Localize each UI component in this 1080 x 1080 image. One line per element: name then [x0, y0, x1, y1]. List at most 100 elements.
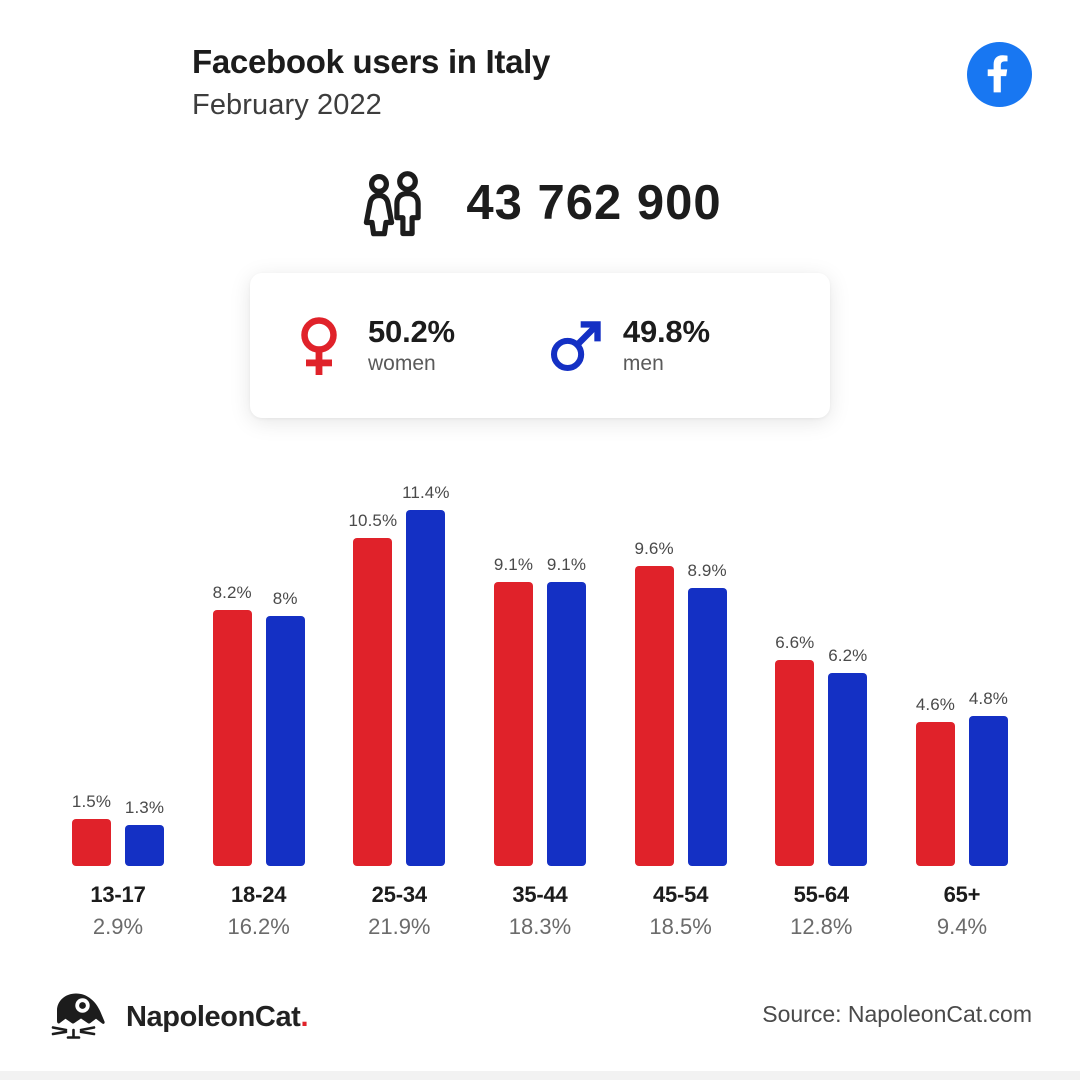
mars-icon	[547, 315, 601, 377]
venus-icon	[292, 315, 346, 377]
axis-total-label: 21.9%	[368, 914, 431, 939]
axis-age-label: 65+	[943, 882, 981, 907]
bar-value-label: 10.5%	[348, 511, 398, 531]
age-gender-bar-chart: 1.5% 1.3% 8.2% 8% 10.5% 11.4% 9.1% 9.1% 9.6% 8.9%…	[48, 460, 1032, 866]
bar-value-label: 11.4%	[402, 483, 450, 503]
bar-rect[interactable]	[493, 582, 533, 866]
axis-group: 65+ 9.4%	[892, 880, 1032, 944]
gender-women-label: women	[368, 351, 436, 375]
bar-rect[interactable]	[634, 566, 674, 866]
gender-men-percent: 49.8%	[622, 313, 710, 349]
napoleoncat-cat-icon	[48, 990, 112, 1044]
bar-value-label: 8.2%	[212, 583, 252, 603]
axis-age-label: 55-64	[793, 882, 849, 907]
total-users-row: 43 762 900	[0, 158, 1080, 248]
bar-group: 9.1% 9.1%	[470, 460, 610, 866]
bar-value-label: 8%	[272, 589, 298, 609]
bar-rect[interactable]	[212, 610, 252, 866]
axis-age-label: 13-17	[90, 882, 146, 907]
bar-women[interactable]: 6.6%	[775, 633, 815, 866]
bar-rect[interactable]	[406, 510, 446, 866]
bar-men[interactable]: 6.2%	[828, 645, 868, 866]
bar-rect[interactable]	[265, 616, 305, 866]
header: Facebook users in Italy February 2022	[0, 0, 1080, 150]
bar-group: 1.5% 1.3%	[48, 460, 188, 866]
axis-age-label: 35-44	[512, 882, 568, 907]
bar-value-label: 4.8%	[968, 689, 1009, 709]
bar-men[interactable]: 4.8%	[969, 689, 1008, 866]
brand-name: NapoleonCat	[126, 1000, 301, 1033]
bar-value-label: 9.1%	[493, 555, 534, 575]
bar-women[interactable]: 8.2%	[213, 583, 252, 866]
axis-total-label: 16.2%	[227, 914, 290, 939]
bar-men[interactable]: 11.4%	[402, 483, 449, 866]
page-title: Facebook users in Italy	[192, 43, 551, 80]
bar-value-label: 9.1%	[546, 555, 587, 575]
axis-total-label: 18.3%	[508, 914, 572, 939]
bottom-strip	[0, 1071, 1080, 1080]
gender-women-block: 50.2% women	[292, 314, 455, 378]
title-block: Facebook users in Italy February 2022	[192, 40, 550, 126]
axis-total-label: 18.5%	[649, 914, 712, 939]
bar-men[interactable]: 8.9%	[688, 561, 727, 866]
bar-value-label: 1.5%	[71, 792, 112, 812]
bar-women[interactable]: 9.6%	[635, 539, 674, 866]
page-subtitle: February 2022	[192, 89, 382, 121]
axis-total-label: 9.4%	[936, 914, 988, 939]
brand-dot: .	[300, 1000, 309, 1033]
people-icon	[358, 167, 430, 239]
gender-women-percent: 50.2%	[368, 313, 455, 349]
flag-band-white	[88, 42, 128, 128]
axis-group: 45-54 18.5%	[611, 880, 751, 944]
flag-band-green	[48, 42, 88, 128]
gender-women-text: 50.2% women	[368, 314, 455, 378]
bar-value-label: 6.6%	[775, 633, 815, 653]
napoleoncat-logo[interactable]: NapoleonCat.	[48, 990, 309, 1044]
bar-women[interactable]: 9.1%	[494, 555, 533, 866]
bar-women[interactable]: 4.6%	[916, 695, 955, 866]
flag-band-red	[128, 42, 168, 128]
bar-group: 6.6% 6.2%	[751, 460, 891, 866]
bar-rect[interactable]	[775, 660, 815, 866]
source-text: Source: NapoleonCat.com	[762, 1001, 1032, 1027]
bar-rect[interactable]	[546, 582, 586, 866]
bar-value-label: 8.9%	[687, 561, 727, 581]
footer: NapoleonCat. Source: NapoleonCat.com	[0, 985, 1080, 1065]
bar-rect[interactable]	[968, 716, 1008, 866]
bar-group: 4.6% 4.8%	[892, 460, 1032, 866]
bar-rect[interactable]	[125, 825, 164, 866]
axis-group: 35-44 18.3%	[470, 880, 610, 944]
gender-split-card: 50.2% women 49.8% men	[250, 273, 830, 418]
axis-age-label: 45-54	[652, 882, 709, 907]
bar-group: 8.2% 8%	[189, 460, 329, 866]
axis-group: 13-17 2.9%	[48, 880, 188, 944]
gender-men-block: 49.8% men	[547, 314, 710, 378]
napoleoncat-wordmark: NapoleonCat.	[126, 1000, 309, 1034]
bar-men[interactable]: 1.3%	[125, 798, 164, 866]
bar-women[interactable]: 1.5%	[72, 792, 111, 866]
chart-x-axis: 13-17 2.9% 18-24 16.2% 25-34 21.9% 35-44 18.3% 4…	[48, 880, 1032, 944]
bar-rect[interactable]	[828, 672, 868, 866]
bar-value-label: 6.2%	[828, 645, 868, 665]
axis-total-label: 12.8%	[790, 914, 853, 939]
gender-men-text: 49.8% men	[623, 314, 710, 378]
bar-men[interactable]: 8%	[265, 589, 305, 866]
total-users-value: 43 762 900	[466, 176, 722, 230]
axis-total-label: 2.9%	[92, 914, 144, 939]
bar-women[interactable]: 10.5%	[348, 511, 397, 866]
bar-value-label: 1.3%	[124, 798, 165, 818]
bar-men[interactable]: 9.1%	[547, 555, 586, 866]
bar-rect[interactable]	[687, 588, 727, 866]
bar-rect[interactable]	[353, 538, 393, 866]
gender-men-label: men	[622, 351, 664, 375]
bar-group: 9.6% 8.9%	[611, 460, 751, 866]
bar-group: 10.5% 11.4%	[329, 460, 469, 866]
axis-age-label: 18-24	[231, 882, 287, 907]
bar-rect[interactable]	[915, 722, 955, 866]
bar-rect[interactable]	[72, 819, 111, 866]
bar-value-label: 4.6%	[915, 695, 956, 715]
axis-age-label: 25-34	[371, 882, 427, 907]
axis-group: 18-24 16.2%	[189, 880, 329, 944]
bar-value-label: 9.6%	[634, 539, 674, 559]
facebook-logo-icon	[967, 42, 1032, 107]
